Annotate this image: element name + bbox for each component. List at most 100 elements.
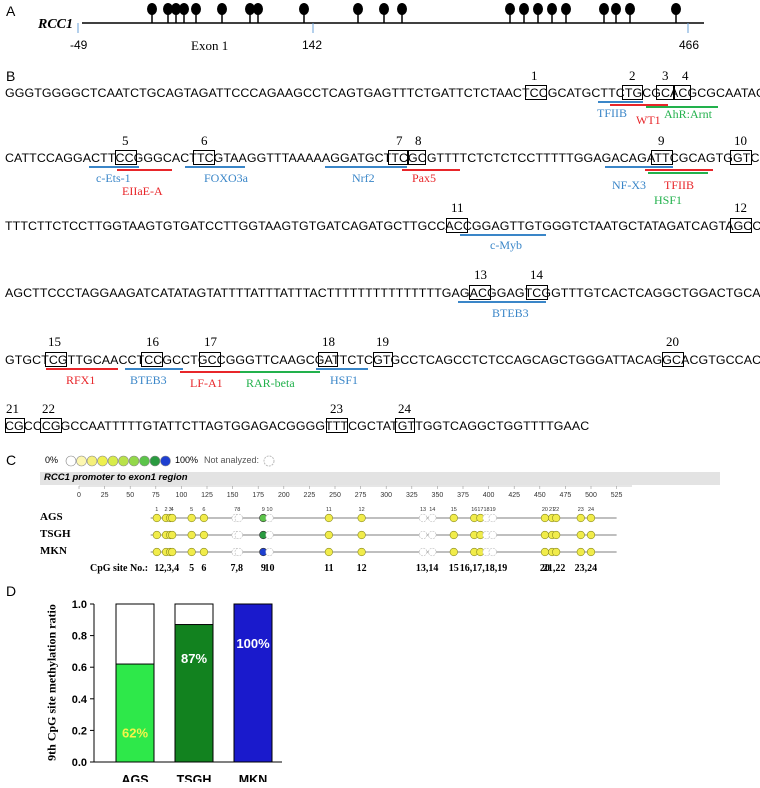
site-number-13: 13 xyxy=(474,267,487,282)
cpg-site-dot xyxy=(265,530,274,540)
panel-a-gene-name: RCC1 xyxy=(38,17,74,32)
category-label: AGS xyxy=(121,773,148,782)
legend-dot xyxy=(149,455,161,467)
cpg-site-dot xyxy=(586,547,596,557)
cpg-box-20 xyxy=(662,352,684,367)
tf-label-lf-a1: LF-A1 xyxy=(190,376,223,390)
axis-tick-label: 150 xyxy=(227,492,239,499)
cpg-site-dot xyxy=(265,513,274,523)
cpg-site-small-label: 1 xyxy=(155,507,158,513)
cpg-site-dot xyxy=(552,513,561,523)
panel-c-letter: C xyxy=(6,452,17,468)
site-number-21: 21 xyxy=(6,401,19,416)
underline-hsf1-2 xyxy=(316,368,368,370)
axis-tick-label: 175 xyxy=(252,492,264,499)
sequence-line-6: CGCCCGGCCAATTTTTGTATTCTTAGTGGAGACGGGGTTT… xyxy=(5,419,590,433)
panel-d-letter: D xyxy=(6,583,17,599)
site-number-18: 18 xyxy=(322,334,335,349)
cpg-site-small-label: 4 xyxy=(171,507,174,513)
cpg-site-small-label: 17 xyxy=(477,507,483,513)
cpg-box-6 xyxy=(193,150,215,165)
axis-tick-label: 425 xyxy=(508,492,520,499)
sequence-line-5: GTGCTCGTTGCAACCTCCGCCTGCCGGGTTCAAGCGATTC… xyxy=(5,353,760,367)
tf-label-hsf1-1: HSF1 xyxy=(654,193,683,207)
cpg-lollipop xyxy=(625,3,635,23)
underline-c-ets-1 xyxy=(89,166,139,168)
cpg-site-small-label: 16 xyxy=(471,507,477,513)
cpg-box-17 xyxy=(199,352,221,367)
cpg-site-dot xyxy=(488,530,497,540)
site-number-4: 4 xyxy=(682,68,689,83)
tf-label-c-myb: c-Myb xyxy=(490,238,522,252)
axis-tick-label: 500 xyxy=(585,492,597,499)
legend-min-label: 0% xyxy=(45,455,59,465)
cpg-site-small-label: 12 xyxy=(359,507,365,513)
cpg-site-dot xyxy=(357,530,366,540)
cpg-site-dot xyxy=(234,530,243,540)
cpg-site-dot xyxy=(265,547,274,557)
cpg-site-group-label: 5 xyxy=(189,563,195,574)
cpg-site-group-label: 13,14 xyxy=(415,563,439,574)
cpg-box-23 xyxy=(326,418,348,433)
cpg-box-7 xyxy=(388,150,408,165)
y-tick-label: 0.6 xyxy=(72,662,87,674)
site-number-6: 6 xyxy=(201,133,208,148)
cpg-site-dot xyxy=(428,530,437,540)
panel-c-header-text: RCC1 promoter to exon1 region xyxy=(44,472,188,483)
axis-tick-label: 325 xyxy=(406,492,418,499)
cpg-box-11 xyxy=(446,218,468,233)
cpg-lollipop xyxy=(299,3,309,23)
cpg-site-dot xyxy=(540,547,550,557)
cpg-site-small-label: 6 xyxy=(202,507,205,513)
tf-label-ahr-arnt: AhR:Arnt xyxy=(664,107,712,121)
tf-label-tfiib-1: TFIIB xyxy=(597,106,627,120)
cpg-box-21 xyxy=(5,418,25,433)
site-number-23: 23 xyxy=(330,401,343,416)
cpg-lollipop xyxy=(547,3,557,23)
cpg-site-dot xyxy=(418,547,428,557)
cpg-site-no-title: CpG site No.: xyxy=(90,563,149,574)
axis-tick-label: 125 xyxy=(201,492,213,499)
y-tick-label: 0.2 xyxy=(72,725,87,737)
cpg-site-group-label: 7,8 xyxy=(230,563,243,574)
cpg-box-12 xyxy=(730,218,752,233)
cpg-site-small-label: 21 xyxy=(549,507,555,513)
cpg-lollipop xyxy=(179,3,189,23)
cpg-site-dot xyxy=(428,547,437,557)
cpg-site-group-label: 10 xyxy=(264,563,275,574)
cpg-site-dot xyxy=(488,547,497,557)
sequence-line-4: AGCTTCCCTAGGAAGATCATATAGTATTTTATTTATTTAC… xyxy=(5,286,760,300)
cpg-site-dot xyxy=(552,547,561,557)
site-number-17: 17 xyxy=(204,334,217,349)
site-number-14: 14 xyxy=(530,267,543,282)
site-number-22: 22 xyxy=(42,401,55,416)
site-number-8: 8 xyxy=(415,133,422,148)
axis-tick-label: 300 xyxy=(380,492,392,499)
row-label-tsgh: TSGH xyxy=(40,528,71,540)
cpg-lollipop xyxy=(505,3,515,23)
cpg-site-dot xyxy=(152,547,161,557)
cpg-site-dot xyxy=(187,513,196,523)
cpg-site-group-label: 11 xyxy=(324,563,334,574)
cpg-site-dot xyxy=(199,547,209,557)
axis-tick-label: 275 xyxy=(355,492,367,499)
tick-label-466: 466 xyxy=(679,38,700,52)
cpg-lollipop xyxy=(163,3,173,23)
site-number-15: 15 xyxy=(48,334,61,349)
cpg-site-dot xyxy=(324,513,333,523)
bar-mkn xyxy=(233,603,273,763)
tf-label-eiiae-a: EIIaE-A xyxy=(122,184,163,198)
site-number-7: 7 xyxy=(396,133,403,148)
panel-a-letter: A xyxy=(6,3,16,19)
axis-tick-label: 225 xyxy=(304,492,316,499)
cpg-site-dot xyxy=(552,530,561,540)
cpg-lollipop xyxy=(561,3,571,23)
axis-tick-label: 350 xyxy=(432,492,444,499)
underline-bteb3-2 xyxy=(125,368,183,370)
tf-label-c-ets-1: c-Ets-1 xyxy=(96,171,131,185)
cpg-site-small-label: 3 xyxy=(169,507,172,513)
site-number-19: 19 xyxy=(376,334,389,349)
cpg-site-dot xyxy=(187,530,196,540)
cpg-site-dot xyxy=(168,547,177,557)
site-number-2: 2 xyxy=(629,68,636,83)
